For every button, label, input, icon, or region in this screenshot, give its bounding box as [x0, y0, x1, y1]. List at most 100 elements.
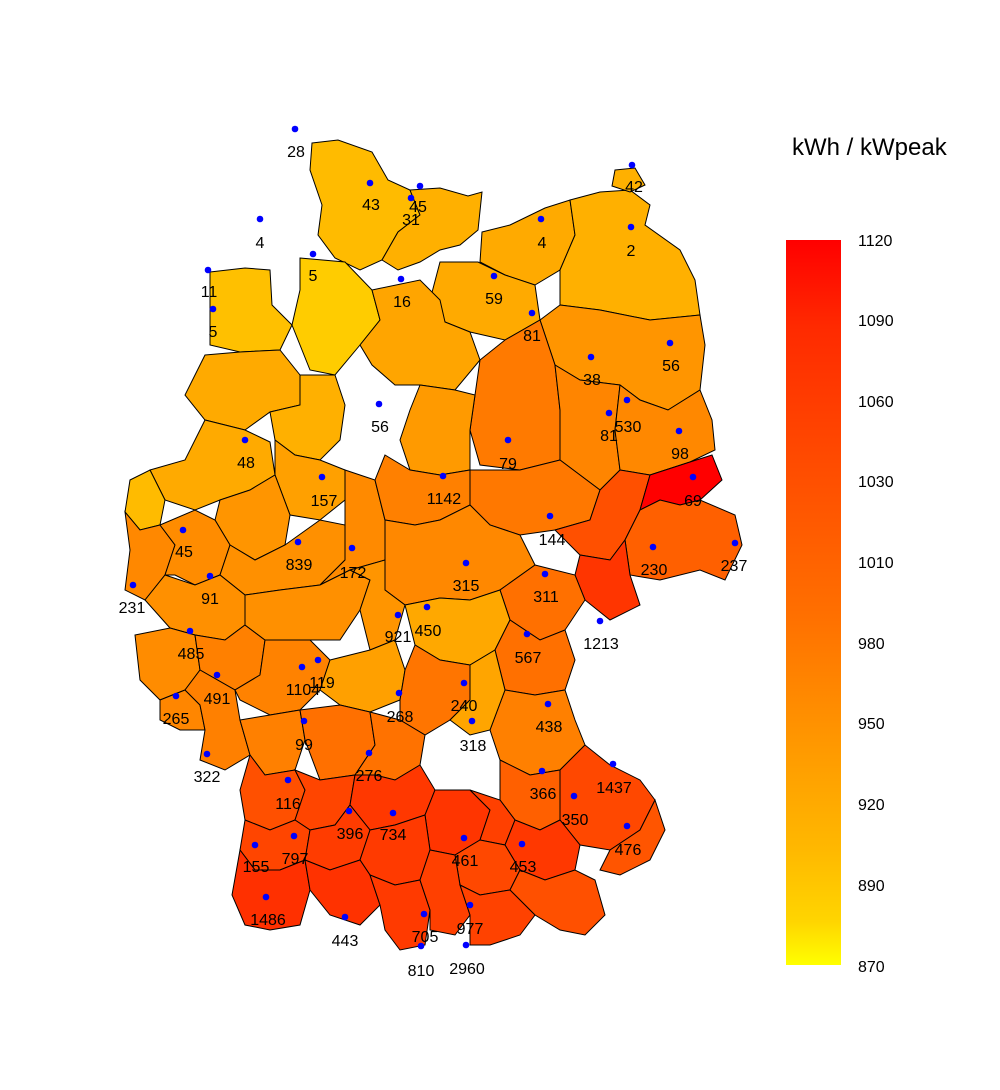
- region-mecklenburg-east: [559, 189, 701, 321]
- station-marker: [420, 910, 428, 918]
- station-label: 268: [387, 709, 414, 726]
- station-marker: [460, 679, 468, 687]
- station-label: 1437: [596, 780, 632, 797]
- station-label: 5: [309, 268, 318, 285]
- station-label: 81: [600, 428, 618, 445]
- station-marker: [439, 472, 447, 480]
- station-marker: [490, 272, 498, 280]
- station-label: 144: [539, 532, 566, 549]
- region-dresden: [624, 499, 743, 581]
- station-marker: [209, 305, 217, 313]
- station-label: 315: [453, 578, 480, 595]
- station-label: 31: [402, 212, 420, 229]
- station-label: 172: [340, 565, 367, 582]
- station-marker: [290, 832, 298, 840]
- station-marker: [375, 400, 383, 408]
- station-marker: [460, 834, 468, 842]
- legend-tick: 1120: [858, 233, 893, 250]
- station-label: 265: [163, 711, 190, 728]
- station-marker: [649, 543, 657, 551]
- station-label: 16: [393, 294, 411, 311]
- region-braunschweig: [399, 384, 476, 476]
- station-label: 810: [408, 963, 435, 980]
- station-marker: [423, 603, 431, 611]
- station-label: 99: [295, 737, 313, 754]
- station-label: 56: [662, 358, 680, 375]
- region-weser-mouth: [291, 257, 381, 376]
- station-marker: [251, 841, 259, 849]
- station-marker: [417, 942, 425, 950]
- legend-tick: 980: [858, 636, 885, 653]
- station-label: 56: [371, 419, 389, 436]
- station-marker: [203, 750, 211, 758]
- station-label: 450: [415, 623, 442, 640]
- region-suedbaden: [231, 848, 311, 931]
- region-pfalz: [184, 669, 251, 771]
- legend-tick: 1090: [858, 313, 894, 330]
- station-label: 322: [194, 769, 221, 786]
- station-label: 4: [256, 235, 265, 252]
- region-allgaeu: [369, 874, 431, 951]
- region-brandenburg-east: [614, 384, 716, 476]
- station-marker: [395, 689, 403, 697]
- region-nuernberg: [449, 649, 506, 736]
- station-marker: [546, 512, 554, 520]
- station-label: 276: [356, 768, 383, 785]
- station-marker: [628, 161, 636, 169]
- station-marker: [537, 215, 545, 223]
- station-label: 28: [287, 144, 305, 161]
- station-label: 42: [625, 179, 643, 196]
- station-label: 79: [499, 456, 517, 473]
- station-label: 155: [243, 859, 270, 876]
- station-label: 921: [385, 629, 412, 646]
- station-marker: [731, 539, 739, 547]
- station-marker: [256, 215, 264, 223]
- station-label: 157: [311, 493, 338, 510]
- station-marker: [262, 893, 270, 901]
- station-marker: [544, 700, 552, 708]
- station-label: 705: [412, 929, 439, 946]
- station-marker: [284, 776, 292, 784]
- station-label: 476: [615, 842, 642, 859]
- station-label: 567: [515, 650, 542, 667]
- station-marker: [528, 309, 536, 317]
- legend-tick: 870: [858, 959, 885, 976]
- station-marker: [689, 473, 697, 481]
- station-marker: [241, 436, 249, 444]
- station-marker: [504, 436, 512, 444]
- legend-tick: 950: [858, 716, 885, 733]
- station-label: 43: [362, 197, 380, 214]
- station-label: 396: [337, 826, 364, 843]
- station-label: 734: [380, 827, 407, 844]
- station-points: [129, 125, 739, 950]
- station-marker: [213, 671, 221, 679]
- station-marker: [523, 630, 531, 638]
- station-label: 318: [460, 738, 487, 755]
- station-marker: [389, 809, 397, 817]
- station-label: 453: [510, 859, 537, 876]
- region-altmark: [469, 319, 561, 471]
- region-rugen: [611, 167, 646, 193]
- station-label: 443: [332, 933, 359, 950]
- station-marker: [348, 544, 356, 552]
- station-label: 2: [627, 243, 636, 260]
- station-marker: [341, 913, 349, 921]
- legend-tick: 1010: [858, 555, 894, 572]
- station-marker: [291, 125, 299, 133]
- map-regions: [124, 139, 743, 951]
- station-marker: [294, 538, 302, 546]
- station-label: 530: [615, 419, 642, 436]
- station-label: 5: [209, 324, 218, 341]
- station-label: 1213: [583, 636, 619, 653]
- station-marker: [416, 182, 424, 190]
- station-marker: [609, 760, 617, 768]
- station-marker: [675, 427, 683, 435]
- station-label: 366: [530, 786, 557, 803]
- station-label: 797: [282, 851, 309, 868]
- station-label: 977: [457, 921, 484, 938]
- station-marker: [538, 767, 546, 775]
- station-label: 491: [204, 691, 231, 708]
- station-marker: [314, 656, 322, 664]
